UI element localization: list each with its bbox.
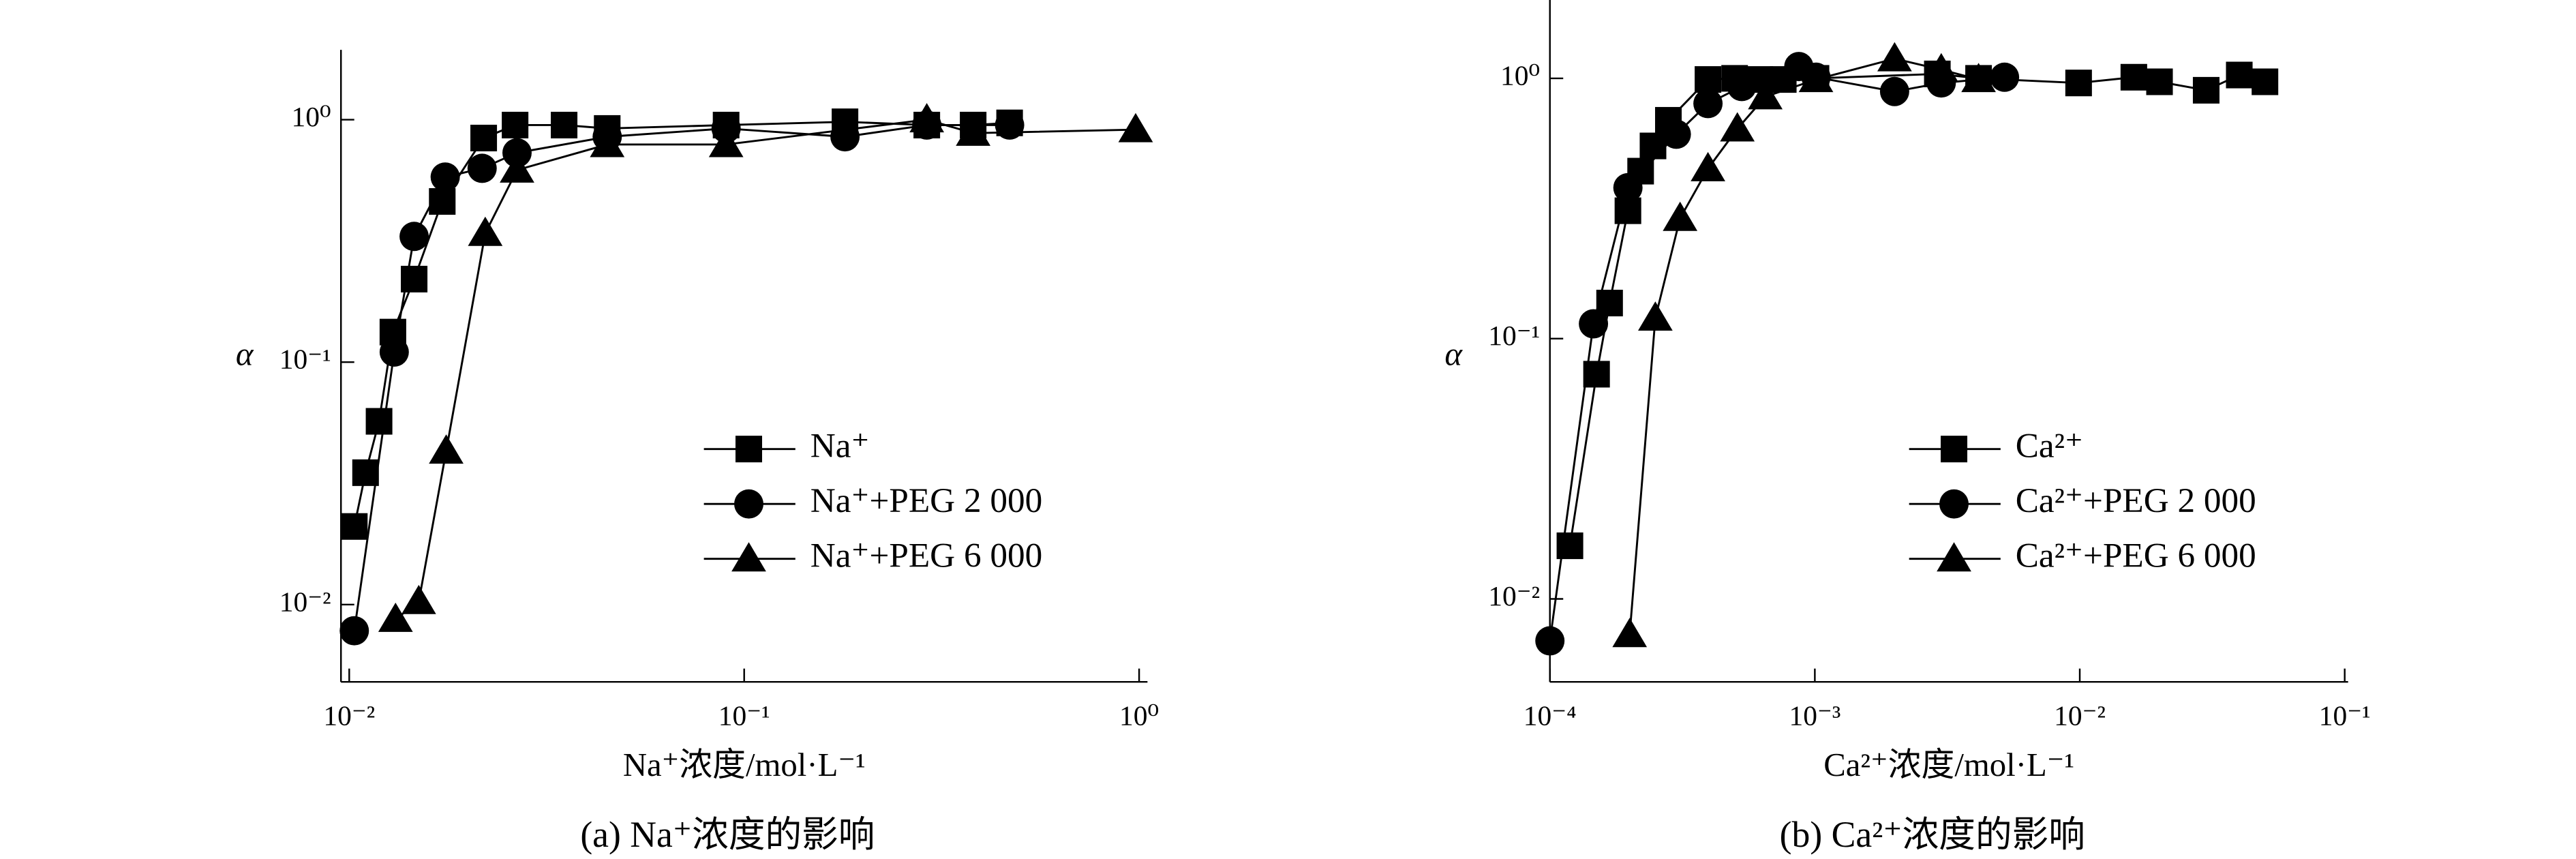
data-point bbox=[2146, 68, 2173, 95]
y-tick-label: 10⁰ bbox=[1500, 59, 1540, 91]
y-axis-label: α bbox=[1444, 336, 1463, 373]
data-point bbox=[339, 616, 369, 646]
legend-marker bbox=[731, 542, 766, 572]
data-point bbox=[1535, 626, 1565, 656]
data-point bbox=[830, 122, 860, 152]
data-point bbox=[995, 110, 1025, 140]
data-point bbox=[1693, 89, 1723, 119]
data-point bbox=[1613, 172, 1643, 202]
data-point bbox=[1990, 62, 2020, 92]
data-point bbox=[429, 434, 464, 464]
data-point bbox=[1748, 80, 1783, 110]
legend-label: Na⁺+PEG 2 000 bbox=[810, 481, 1042, 520]
legend-label: Ca²⁺+PEG 6 000 bbox=[2016, 536, 2256, 575]
x-axis-label: Ca²⁺浓度/mol·L⁻¹ bbox=[1823, 747, 2074, 783]
y-axis-label: α bbox=[236, 336, 254, 373]
legend-label: Na⁺+PEG 6 000 bbox=[810, 536, 1042, 575]
y-tick-label: 10⁻¹ bbox=[1488, 320, 1540, 351]
data-point bbox=[956, 116, 990, 146]
data-point bbox=[1579, 309, 1609, 339]
data-point bbox=[1695, 66, 1722, 93]
x-tick-label: 10⁻¹ bbox=[2319, 699, 2371, 731]
legend-marker bbox=[1939, 489, 1969, 519]
data-point bbox=[467, 153, 497, 183]
series-line bbox=[1549, 65, 2005, 642]
data-point bbox=[399, 222, 429, 252]
data-point bbox=[1879, 76, 1909, 106]
data-point bbox=[1661, 119, 1691, 149]
data-point bbox=[401, 584, 436, 614]
data-point bbox=[1924, 52, 1959, 82]
data-point bbox=[341, 513, 368, 540]
x-tick-label: 10⁰ bbox=[1119, 699, 1159, 731]
data-point bbox=[352, 459, 379, 486]
data-point bbox=[1638, 301, 1673, 331]
y-tick-label: 10⁻¹ bbox=[279, 344, 331, 375]
data-point bbox=[1556, 532, 1584, 560]
legend-label: Na⁺ bbox=[810, 426, 870, 465]
data-point bbox=[1877, 42, 1912, 72]
data-point bbox=[468, 216, 503, 246]
data-point bbox=[378, 602, 413, 632]
data-point bbox=[1612, 618, 1648, 648]
legend-marker bbox=[735, 436, 763, 463]
data-point bbox=[430, 162, 460, 192]
x-tick-label: 10⁻² bbox=[323, 699, 375, 731]
series-line bbox=[395, 119, 1136, 620]
caption: (a) Na⁺浓度的影响 bbox=[580, 814, 875, 855]
data-point bbox=[379, 337, 409, 367]
data-point bbox=[2065, 70, 2092, 97]
data-point bbox=[500, 153, 534, 183]
data-point bbox=[2120, 63, 2147, 91]
legend-label: Ca²⁺+PEG 2 000 bbox=[2016, 481, 2256, 520]
data-point bbox=[502, 111, 529, 138]
legend-marker bbox=[1937, 542, 1971, 572]
data-point bbox=[502, 138, 532, 168]
data-point bbox=[1727, 72, 1757, 102]
y-tick-label: 10⁻² bbox=[1488, 580, 1540, 612]
data-point bbox=[1961, 63, 1996, 93]
x-tick-label: 10⁻¹ bbox=[718, 699, 770, 731]
data-point bbox=[365, 408, 393, 435]
legend-label: Ca²⁺ bbox=[2016, 426, 2083, 465]
data-point bbox=[1663, 201, 1698, 231]
x-tick-label: 10⁻³ bbox=[1789, 699, 1840, 731]
legend-marker bbox=[734, 489, 763, 519]
data-point bbox=[1720, 112, 1755, 142]
data-point bbox=[909, 103, 944, 133]
x-tick-label: 10⁻² bbox=[2054, 699, 2106, 731]
x-axis-label: Na⁺浓度/mol·L⁻¹ bbox=[623, 747, 866, 783]
data-point bbox=[590, 127, 625, 157]
legend-marker bbox=[1941, 436, 1968, 463]
series-line bbox=[1628, 57, 1979, 635]
data-point bbox=[1639, 132, 1667, 160]
data-point bbox=[1118, 112, 1153, 142]
data-point bbox=[2226, 61, 2253, 89]
y-tick-label: 10⁻² bbox=[279, 586, 331, 617]
data-point bbox=[708, 127, 744, 157]
y-tick-label: 10⁰ bbox=[291, 101, 331, 132]
data-point bbox=[470, 124, 498, 151]
x-tick-label: 10⁻⁴ bbox=[1524, 699, 1577, 731]
data-point bbox=[1798, 63, 1834, 93]
caption: (b) Ca²⁺浓度的影响 bbox=[1780, 814, 2085, 855]
data-point bbox=[2252, 68, 2279, 95]
data-point bbox=[551, 111, 578, 138]
data-point bbox=[1691, 151, 1725, 181]
data-point bbox=[2192, 76, 2219, 104]
